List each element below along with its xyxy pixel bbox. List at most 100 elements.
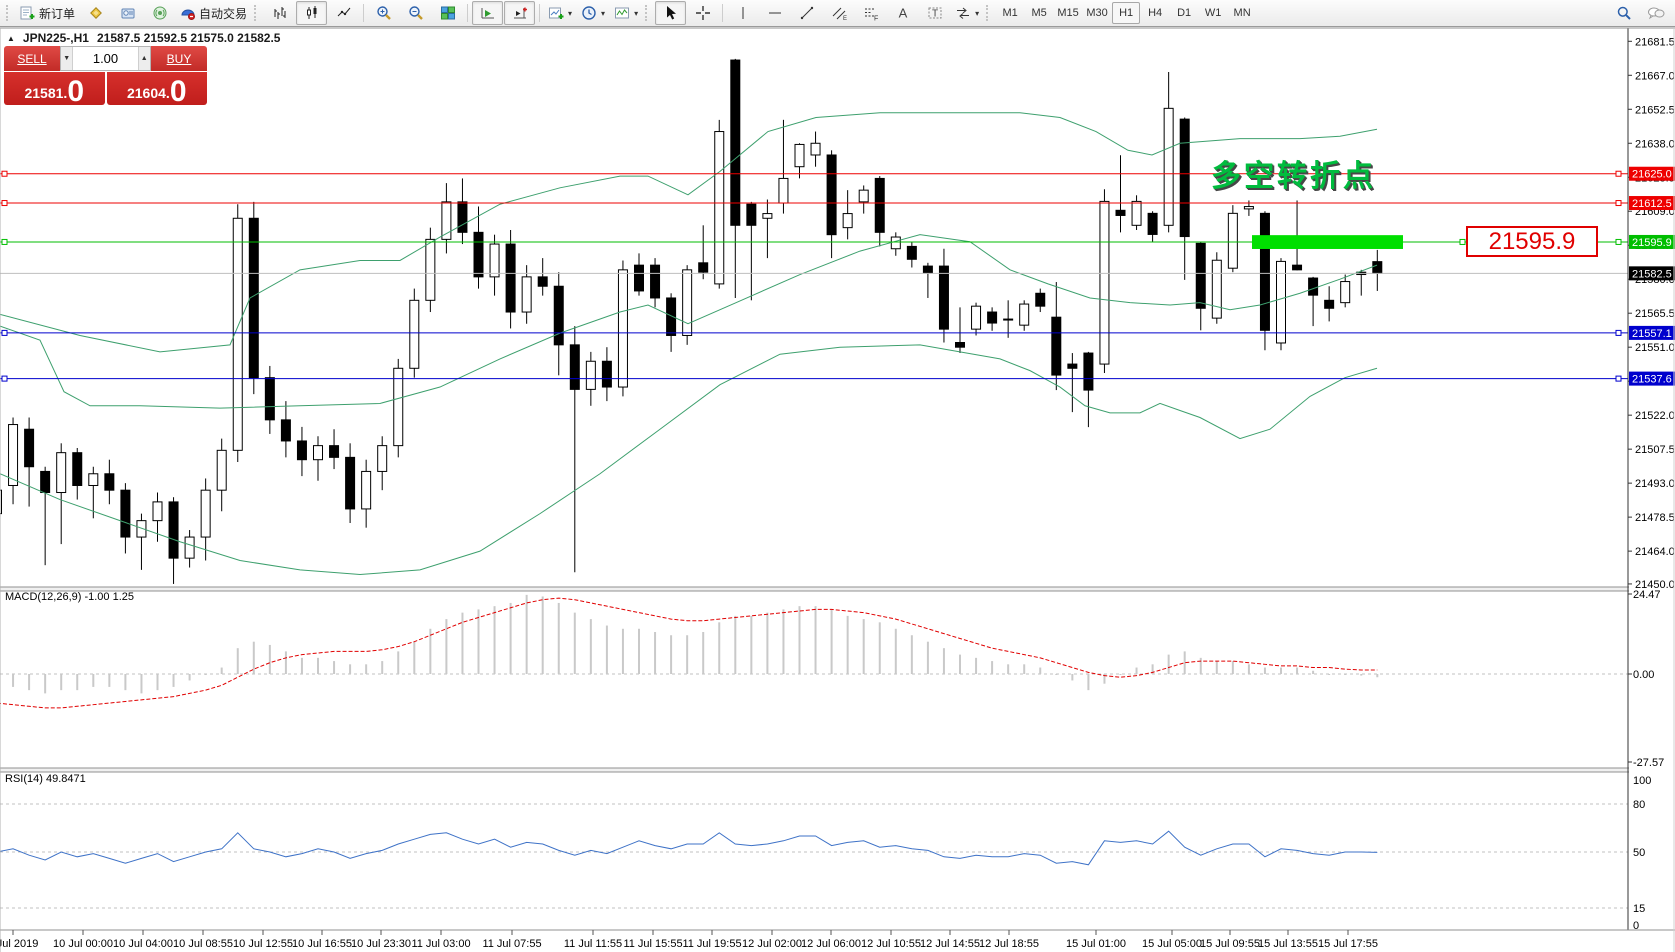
sell-price-display[interactable]: 21581. 0 (4, 72, 105, 106)
tf-m5-button[interactable]: M5 (1031, 7, 1047, 19)
auto-scroll-button[interactable] (472, 1, 504, 25)
middle-band-line[interactable] (0, 234, 1378, 409)
trendline-button[interactable] (791, 1, 822, 25)
tf-w1-button[interactable]: W1 (1204, 7, 1222, 19)
line-handle[interactable] (1615, 329, 1622, 336)
text-label-button[interactable]: T (919, 1, 950, 25)
tf-h1-button[interactable]: H1 (1112, 2, 1141, 24)
tf-m30-button[interactable]: M30 (1086, 7, 1108, 19)
horizontal-line-object[interactable] (0, 200, 1628, 207)
toolbar-grip[interactable] (645, 5, 650, 21)
callout-anchor-handle[interactable] (1459, 238, 1466, 245)
macd-histogram-bar (188, 674, 191, 681)
rsi-axis-label: 15 (1633, 903, 1645, 915)
horizontal-line-button[interactable] (759, 1, 790, 25)
line-handle[interactable] (1615, 200, 1622, 207)
upper-band-line[interactable] (0, 112, 1378, 353)
text-button[interactable]: A (887, 1, 918, 25)
volume-input[interactable] (73, 47, 138, 70)
axis-price-box: 21537.6 (1629, 371, 1675, 386)
auto-trading-button[interactable]: 自动交易 (176, 1, 251, 25)
signals-button[interactable] (144, 1, 175, 25)
candle (232, 217, 243, 451)
tf-d1-button[interactable]: D1 (1177, 7, 1192, 19)
zoom-out-button[interactable] (400, 1, 431, 25)
candle (938, 265, 949, 330)
tf-mn-button[interactable]: MN (1233, 7, 1251, 19)
chart-shift-button[interactable] (504, 1, 536, 25)
macd-histogram-bar (172, 674, 175, 687)
candle (0, 489, 2, 515)
candlestick-chart-icon (306, 6, 317, 19)
search-button[interactable] (1608, 1, 1639, 25)
crosshair-button[interactable] (687, 1, 718, 25)
toolbar-grip[interactable] (254, 5, 259, 21)
new-chart-button[interactable]: ▾ (544, 1, 576, 25)
macd-panel: MACD(12,26,9) -1.00 1.25 (0, 591, 1628, 709)
vertical-line-button[interactable] (727, 1, 758, 25)
fibonacci-button[interactable]: F (855, 1, 886, 25)
periods-button[interactable]: ▾ (577, 1, 609, 25)
horizontal-line-object[interactable] (0, 170, 1628, 177)
line-handle[interactable] (1, 329, 8, 336)
macd-histogram-bar (1055, 674, 1058, 675)
collapse-triangle-icon[interactable]: ▲ (7, 33, 15, 43)
candle (634, 264, 644, 292)
line-handle[interactable] (1615, 238, 1622, 245)
horizontal-line-object[interactable] (0, 375, 1628, 382)
candle (1131, 200, 1142, 226)
line-handle[interactable] (1615, 375, 1622, 382)
fibonacci-icon: F (864, 8, 878, 21)
macd-histogram-bar (654, 632, 657, 674)
dropdown-caret-icon: ▾ (568, 8, 573, 18)
line-handle[interactable] (1, 170, 8, 177)
indicators-button[interactable]: ▾ (610, 1, 642, 25)
rsi-panel: RSI(14) 49.8471 (0, 773, 1628, 909)
line-handle[interactable] (1615, 170, 1622, 177)
chart-line-button[interactable] (328, 1, 359, 25)
lower-band-line[interactable] (0, 344, 1378, 576)
macd-histogram-bar (1312, 670, 1315, 674)
market-watch-button[interactable] (80, 1, 111, 25)
buy-price-display[interactable]: 21604. 0 (106, 72, 207, 106)
tf-h4-button[interactable]: H4 (1148, 7, 1163, 19)
line-handle[interactable] (1, 375, 8, 382)
chart-annotation-text[interactable]: 多空转折点 (1211, 160, 1376, 193)
line-handle[interactable] (1, 200, 8, 207)
macd-histogram-bar (734, 615, 737, 674)
price-callout-label[interactable]: 21595.9 (1466, 226, 1598, 257)
candle (1179, 118, 1190, 238)
svg-text:21612.5: 21612.5 (1632, 198, 1672, 210)
macd-histogram-bar (1215, 661, 1218, 674)
volume-increase-button[interactable]: ▲ (137, 47, 150, 70)
zoom-in-button[interactable] (368, 1, 399, 25)
horizontal-line-object[interactable] (0, 329, 1628, 336)
new-order-button[interactable]: 新订单 (16, 1, 79, 25)
equidistant-channel-button[interactable]: E (823, 1, 854, 25)
chart-bars-button[interactable] (264, 1, 295, 25)
highlight-rectangle[interactable] (1252, 235, 1403, 249)
shapes-button[interactable]: ▾ (951, 1, 983, 25)
buy-button[interactable]: BUY (151, 46, 207, 71)
volume-decrease-button[interactable]: ▼ (61, 47, 74, 70)
chart-candles-button[interactable] (296, 1, 328, 25)
macd-histogram-bar (1344, 674, 1347, 675)
tf-m15-button[interactable]: M15 (1057, 7, 1079, 19)
sell-button[interactable]: SELL (4, 46, 60, 71)
tile-windows-button[interactable] (432, 1, 463, 25)
macd-histogram-bar (397, 651, 400, 674)
tf-m1-button[interactable]: M1 (1002, 7, 1018, 19)
candle (762, 213, 773, 219)
toolbar-grip[interactable] (986, 5, 991, 21)
time-tick-label: 10 Jul 04:00 (113, 938, 173, 950)
time-tick-label: 10 Jul 23:30 (351, 938, 411, 950)
cursor-button[interactable] (655, 1, 687, 25)
line-handle[interactable] (1, 238, 8, 245)
candle (1276, 260, 1286, 344)
candle (1211, 259, 1222, 319)
toolbar-grip[interactable] (6, 5, 11, 21)
data-window-button[interactable] (112, 1, 143, 25)
chat-button[interactable] (1640, 1, 1671, 25)
